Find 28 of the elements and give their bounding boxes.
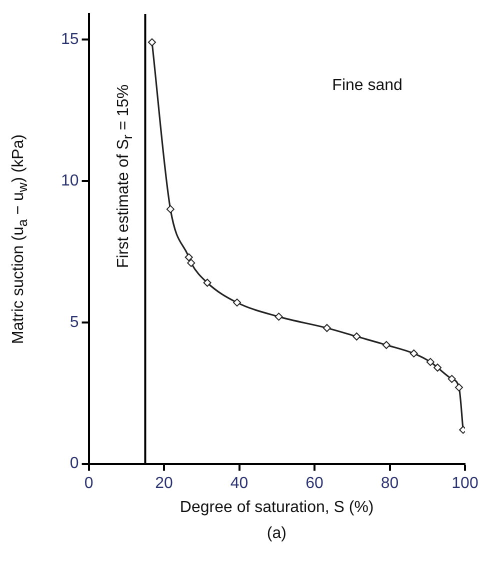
y-tick-label: 5 xyxy=(70,314,79,331)
point xyxy=(233,298,242,307)
point xyxy=(426,358,434,366)
x-tick-label: 0 xyxy=(84,474,94,492)
x-tick-label: 100 xyxy=(452,474,478,492)
x-tick-label: 20 xyxy=(155,474,174,492)
point xyxy=(203,278,212,287)
point xyxy=(184,253,193,262)
point xyxy=(382,340,390,349)
point xyxy=(434,364,442,372)
point xyxy=(274,312,283,321)
y-tick-label: 15 xyxy=(61,30,79,48)
point xyxy=(166,205,174,214)
point xyxy=(454,383,463,392)
point xyxy=(187,258,196,267)
point xyxy=(448,374,456,383)
x-tick-label: 60 xyxy=(306,474,324,492)
point xyxy=(322,324,331,332)
point xyxy=(148,38,156,46)
point xyxy=(410,349,418,358)
annotation: Fine sand xyxy=(332,76,402,95)
point xyxy=(352,332,361,340)
x-tick-label: 80 xyxy=(380,474,399,492)
text: (a) xyxy=(266,524,286,543)
y-tick-label: 10 xyxy=(61,172,79,190)
y-tick-label: 0 xyxy=(70,455,79,472)
x-tick-label: 40 xyxy=(230,474,248,492)
x-axis-title: Degree of saturation, S (%) xyxy=(180,498,374,517)
